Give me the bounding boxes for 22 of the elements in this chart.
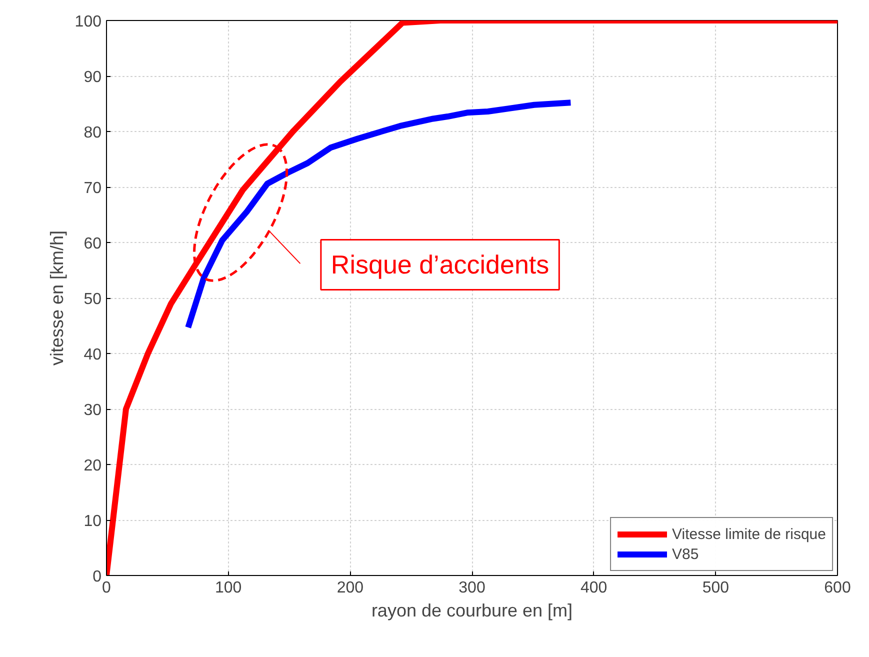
x-tick-label: 400 [580,580,608,596]
y-tick-label: 30 [84,402,102,419]
y-tick-label: 70 [84,180,102,197]
y-tick-label: 60 [84,236,102,252]
legend-label: Vitesse limite de risque [672,526,826,542]
y-tick-label: 10 [84,513,102,530]
y-tick-label: 40 [84,346,102,364]
x-tick-label: 300 [458,580,486,596]
y-tick-label: 20 [84,458,102,474]
y-tick-label: 0 [92,568,102,586]
y-tick-label: 80 [84,124,102,142]
y-axis-title: vitesse en [km/h] [46,230,67,366]
y-tick-label: 90 [84,69,102,86]
x-tick-label: 200 [336,580,364,596]
x-tick-label: 600 [824,580,851,596]
x-tick-label: 100 [214,580,242,596]
y-tick-label: 50 [84,291,102,308]
annotation: Risque d’accidents [330,250,550,280]
x-axis-title: rayon de courbure en [m] [371,600,573,620]
y-tick-label: 100 [74,14,102,30]
legend-label: V85 [672,546,699,562]
x-tick-label: 500 [702,580,730,596]
